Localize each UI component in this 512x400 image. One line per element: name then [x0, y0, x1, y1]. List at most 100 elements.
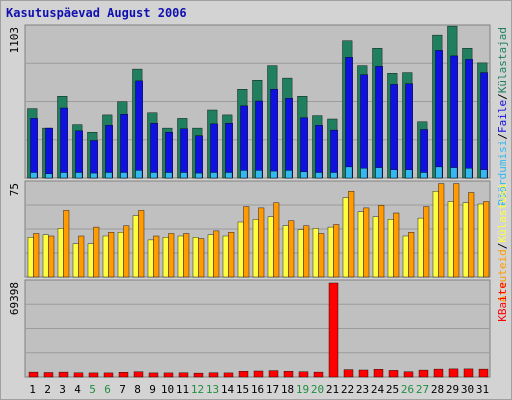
legend-text: KBaite — [496, 282, 509, 322]
bar-kbaite-day-5 — [88, 372, 99, 378]
bar-kbaite-day-1 — [28, 371, 39, 378]
bar-arvuteid-day-27 — [423, 206, 430, 278]
y-max-label: 75 — [8, 183, 21, 196]
bar-faile-day-10 — [165, 131, 173, 179]
bar-pöördumisi-day-21 — [330, 172, 338, 179]
bar-pöördumisi-day-1 — [30, 172, 38, 179]
x-tick-label: 22 — [341, 383, 354, 396]
bar-faile-day-8 — [135, 80, 143, 179]
bar-pöördumisi-day-18 — [285, 170, 293, 179]
bar-faile-day-5 — [90, 140, 98, 179]
bar-kbaite-day-18 — [283, 371, 294, 378]
bar-arvuteid-day-28 — [438, 183, 445, 278]
bar-faile-day-20 — [315, 125, 323, 179]
bar-faile-day-24 — [375, 66, 383, 179]
y-max-label: 69398 — [8, 282, 21, 315]
bar-külastusi-day-23 — [357, 211, 364, 278]
bar-kbaite-day-11 — [178, 372, 189, 378]
legend-entry: Külastusi — [496, 183, 509, 243]
bar-pöördumisi-day-12 — [195, 172, 203, 179]
bar-faile-day-18 — [285, 97, 293, 179]
bar-kbaite-day-3 — [58, 371, 69, 378]
bar-arvuteid-day-1 — [33, 233, 40, 278]
x-tick-label: 27 — [416, 383, 429, 396]
bar-pöördumisi-day-30 — [465, 168, 473, 179]
legend-panel-1: Pöördumisi/Faile/Külastajad — [496, 27, 509, 206]
bar-faile-day-28 — [435, 50, 443, 179]
bar-külastusi-day-6 — [102, 235, 109, 278]
bar-arvuteid-day-18 — [288, 220, 295, 278]
bar-kbaite-day-4 — [73, 372, 84, 378]
bar-külastusi-day-25 — [387, 219, 394, 278]
legend-entry: Külastajad — [496, 27, 509, 93]
bar-kbaite-day-16 — [253, 370, 264, 378]
bar-faile-day-9 — [150, 122, 158, 179]
bar-külastusi-day-28 — [432, 190, 439, 278]
x-tick-label: 16 — [251, 383, 264, 396]
bar-faile-day-3 — [60, 107, 68, 179]
bar-pöördumisi-day-20 — [315, 172, 323, 179]
bar-faile-day-21 — [330, 129, 338, 179]
bar-kbaite-day-8 — [133, 371, 144, 378]
bar-kbaite-day-15 — [238, 371, 249, 378]
x-tick-label: 18 — [281, 383, 294, 396]
x-tick-label: 20 — [311, 383, 324, 396]
bar-pöördumisi-day-9 — [150, 172, 158, 179]
bar-faile-day-15 — [240, 105, 248, 179]
bar-faile-day-30 — [465, 59, 473, 179]
legend-entry: Arvuteid — [496, 249, 509, 302]
bar-arvuteid-day-19 — [303, 225, 310, 278]
bar-kbaite-day-13 — [208, 372, 219, 378]
bar-külastusi-day-2 — [42, 234, 49, 278]
legend-entry: Faile — [496, 100, 509, 133]
x-tick-label: 3 — [59, 383, 66, 396]
bar-külastusi-day-19 — [297, 229, 304, 278]
bar-kbaite-day-22 — [343, 369, 354, 378]
x-tick-label: 30 — [461, 383, 474, 396]
bar-arvuteid-day-24 — [378, 205, 385, 278]
bar-külastusi-day-1 — [27, 237, 34, 278]
bar-faile-day-7 — [120, 113, 128, 179]
bar-faile-day-25 — [390, 84, 398, 179]
bar-faile-day-12 — [195, 135, 203, 179]
bar-pöördumisi-day-10 — [165, 172, 173, 179]
legend-panel-3: KBaite — [496, 282, 509, 322]
x-tick-label: 25 — [386, 383, 399, 396]
bar-külastusi-day-14 — [222, 235, 229, 278]
bar-kbaite-day-27 — [418, 369, 429, 378]
bar-külastusi-day-17 — [267, 216, 274, 278]
x-tick-label: 1 — [29, 383, 36, 396]
bar-faile-day-2 — [45, 127, 53, 179]
legend-text: Arvuteid/Külastusi — [496, 183, 509, 302]
bar-arvuteid-day-13 — [213, 230, 220, 278]
bar-kbaite-day-21 — [328, 282, 339, 378]
bar-pöördumisi-day-28 — [435, 166, 443, 179]
x-tick-label: 21 — [326, 383, 339, 396]
bar-külastusi-day-24 — [372, 216, 379, 278]
bar-pöördumisi-day-14 — [225, 172, 233, 179]
bar-külastusi-day-21 — [327, 226, 334, 278]
bar-pöördumisi-day-23 — [360, 168, 368, 179]
bar-pöördumisi-day-13 — [210, 172, 218, 179]
bar-külastusi-day-9 — [147, 239, 154, 278]
y-max-label: 1103 — [8, 27, 21, 54]
bar-arvuteid-day-21 — [333, 224, 340, 278]
bar-faile-day-17 — [270, 88, 278, 179]
bar-külastusi-day-16 — [252, 219, 259, 278]
x-tick-label: 13 — [206, 383, 219, 396]
bar-faile-day-31 — [480, 72, 488, 179]
legend-separator: / — [496, 133, 509, 140]
bar-arvuteid-day-31 — [483, 201, 490, 278]
x-tick-label: 29 — [446, 383, 459, 396]
bar-kbaite-day-31 — [478, 368, 489, 378]
bar-külastusi-day-3 — [57, 228, 64, 278]
chart-panel-3: 69398 — [8, 279, 491, 378]
bar-külastusi-day-30 — [462, 202, 469, 278]
x-tick-label: 8 — [134, 383, 141, 396]
bar-pöördumisi-day-5 — [90, 172, 98, 179]
chart-panel-2: 75 — [8, 180, 491, 278]
bar-arvuteid-day-15 — [243, 206, 250, 278]
bar-pöördumisi-day-29 — [450, 167, 458, 179]
bar-arvuteid-day-26 — [408, 231, 415, 278]
